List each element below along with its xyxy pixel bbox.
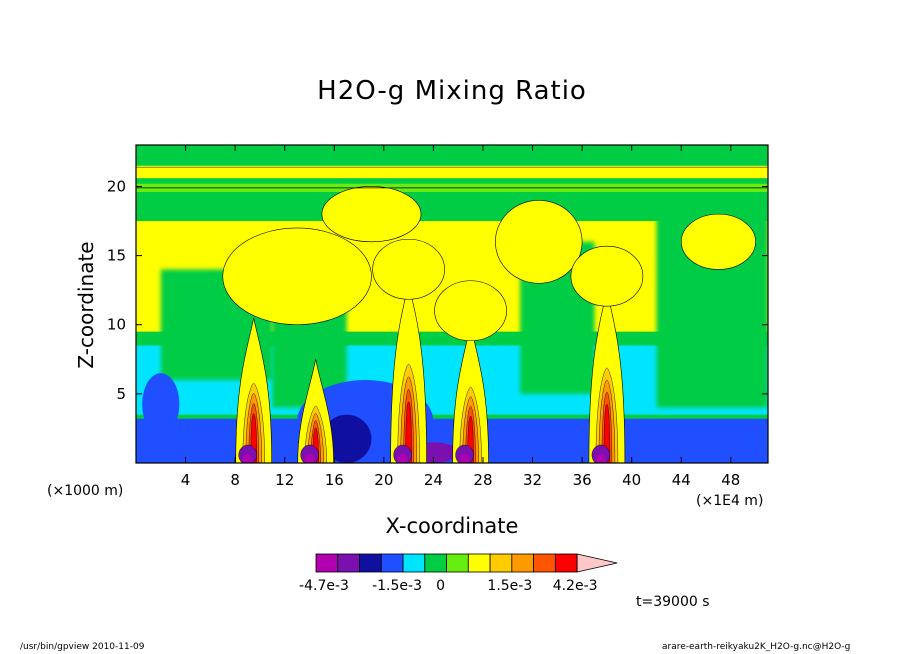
y-tick-label: 10 — [107, 316, 126, 334]
colorbar-segment — [402, 553, 426, 573]
colorbar-tick-label: -4.7e-3 — [299, 578, 349, 594]
colorbar-segment — [554, 553, 578, 573]
field-low — [142, 373, 180, 436]
x-tick-label: 28 — [473, 471, 492, 489]
colorbar-segment — [489, 553, 513, 573]
plume — [235, 317, 273, 463]
time-label: t=39000 s — [636, 594, 710, 610]
x-tick-label: 4 — [181, 471, 191, 489]
field-blob — [222, 227, 372, 326]
colorbar-segment — [533, 553, 556, 573]
x-tick-label: 24 — [424, 471, 443, 489]
x-axis-label: X-coordinate — [385, 514, 519, 538]
x-tick-label: 8 — [230, 471, 240, 489]
chart-title: H2O-g Mixing Ratio — [317, 76, 587, 106]
x-tick-label: 44 — [672, 471, 691, 489]
heatmap-field — [136, 145, 768, 463]
x-unit-label: (×1E4 m) — [696, 493, 764, 509]
colorbar-segment — [359, 553, 382, 573]
x-tick-label: 12 — [275, 471, 294, 489]
plume — [570, 245, 644, 463]
y-tick-label: 5 — [116, 385, 126, 403]
field-band — [136, 165, 768, 179]
y-tick-label: 15 — [107, 247, 126, 265]
x-tick-label: 36 — [573, 471, 592, 489]
plume — [297, 359, 334, 463]
field-blob — [680, 213, 756, 270]
y-axis: 5 10 15 20 — [107, 177, 768, 403]
colorbar-segment — [424, 553, 447, 573]
colorbar-segment — [337, 553, 360, 573]
colorbar-segment — [380, 553, 404, 573]
x-tick-label: 48 — [721, 471, 740, 489]
colorbar-segment — [315, 553, 339, 573]
colorbar-tick-label: 4.2e-3 — [553, 578, 598, 594]
plume — [372, 238, 445, 463]
colorbar: -4.7e-3 -1.5e-3 0 1.5e-3 4.2e-3 — [299, 553, 618, 594]
y-tick-label: 20 — [107, 177, 126, 195]
plot-frame — [135, 144, 769, 464]
colorbar-tick-label: 1.5e-3 — [487, 578, 532, 594]
field-low — [321, 414, 372, 463]
x-tick-label: 16 — [325, 471, 344, 489]
colorbar-tick-label: 0 — [436, 578, 445, 594]
y-axis-label: Z-coordinate — [74, 241, 98, 369]
field-blob — [321, 186, 422, 243]
footer-right: arare-earth-reikyaku2K_H2O-g.nc@H2O-g — [662, 642, 851, 652]
plume — [434, 280, 507, 463]
colorbar-arrow — [576, 553, 618, 573]
x-tick-label: 40 — [622, 471, 641, 489]
colorbar-segment — [467, 553, 491, 573]
x-tick-label: 32 — [523, 471, 542, 489]
footer-left: /usr/bin/gpview 2010-11-09 — [20, 642, 145, 652]
x-tick-label: 20 — [374, 471, 393, 489]
field-blob — [495, 200, 583, 284]
colorbar-tick-label: -1.5e-3 — [372, 578, 422, 594]
x-axis: 4 8 12 16 20 24 28 32 36 40 44 48 — [181, 145, 740, 489]
colorbar-segment — [511, 553, 534, 573]
colorbar-segment — [446, 553, 469, 573]
y-unit-label: (×1000 m) — [47, 483, 124, 499]
